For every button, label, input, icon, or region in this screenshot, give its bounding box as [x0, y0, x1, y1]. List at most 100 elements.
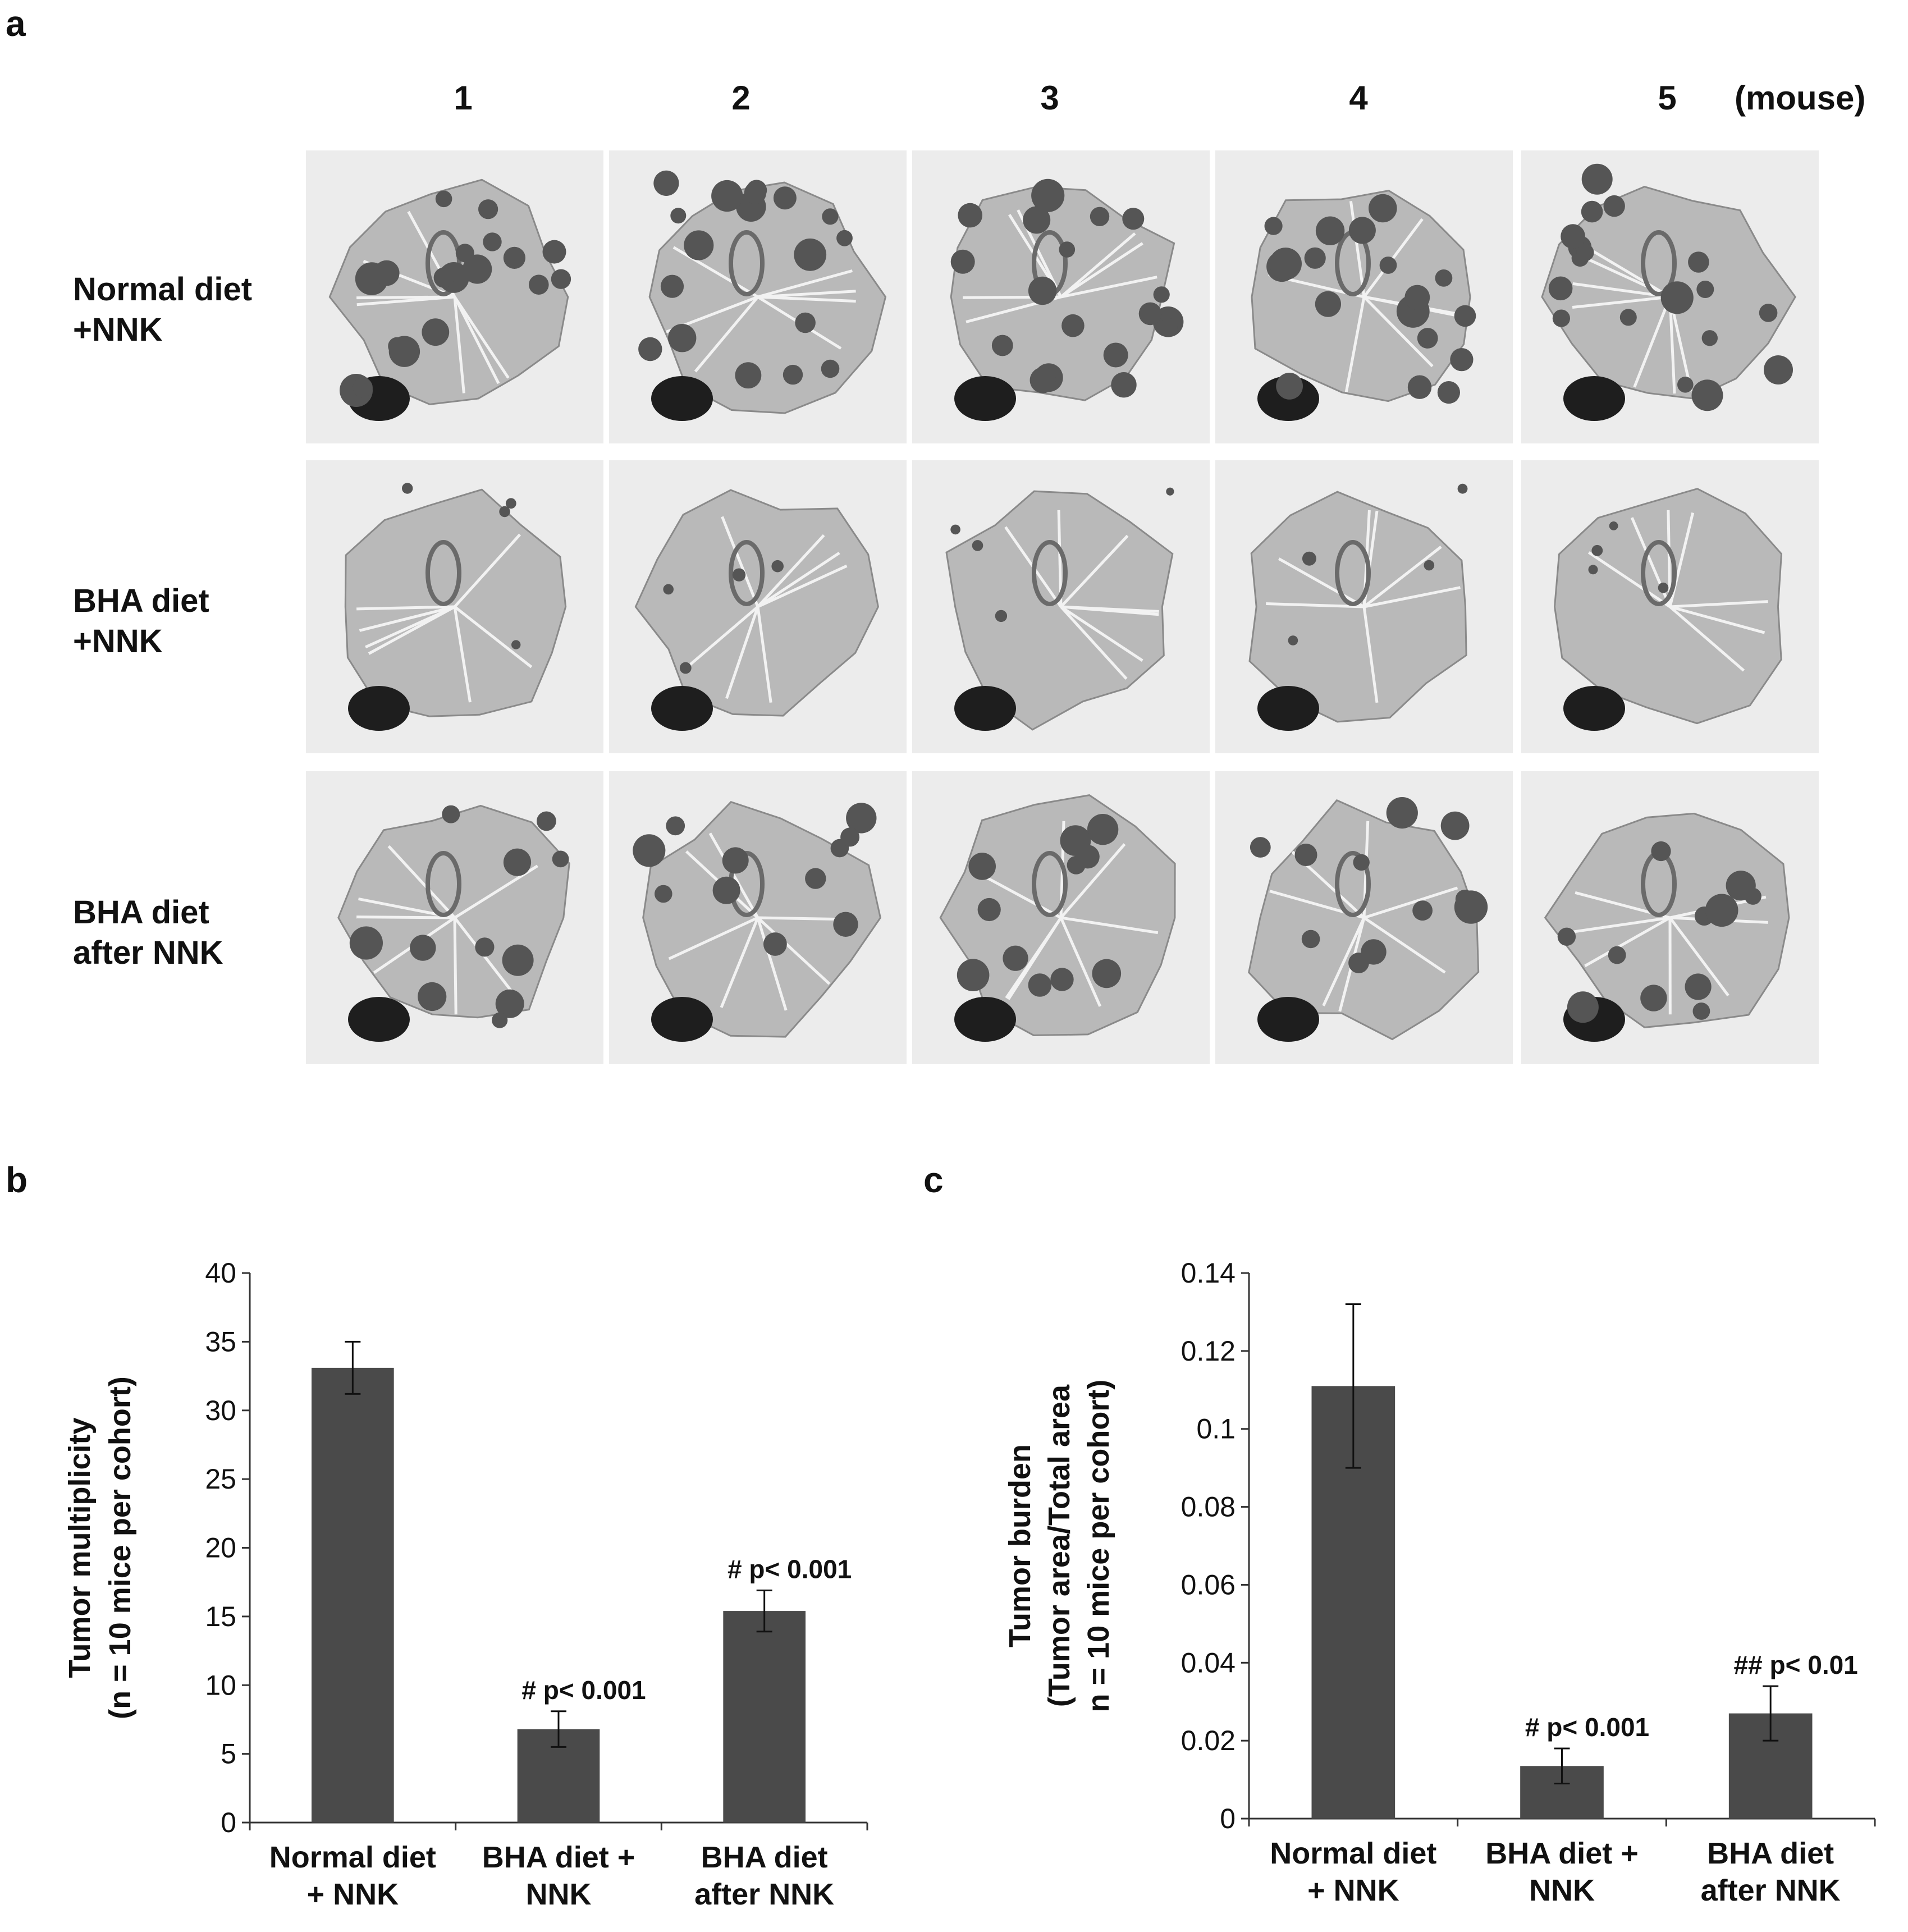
- row-label-line: BHA diet: [73, 583, 209, 619]
- y-tick-label: 25: [205, 1463, 236, 1495]
- airway-branch: [757, 534, 825, 608]
- airway-branch: [1580, 254, 1671, 299]
- tumor-nodule: [1759, 304, 1778, 322]
- tumor-nodule: [1059, 241, 1076, 258]
- y-tick-label: 0.08: [1181, 1491, 1236, 1523]
- tumor-nodule: [795, 312, 816, 333]
- tumor-nodule: [1591, 544, 1603, 556]
- tumor-nodule: [1030, 367, 1056, 393]
- significance-label: ## p< 0.01: [1734, 1650, 1858, 1679]
- tumor-nodule: [1294, 844, 1317, 866]
- airway-branch: [1344, 296, 1366, 392]
- bronchus: [1032, 540, 1068, 606]
- tumor-nodule: [1640, 985, 1667, 1011]
- tumor-nodule: [1567, 991, 1599, 1023]
- airway-branch: [1363, 586, 1461, 608]
- tumor-multiplicity-chart: 0 5 10 15 20 25 30 35 40 Normal diet + NNK # p< 0.0…: [63, 1257, 868, 1911]
- tumor-nodule: [483, 232, 502, 251]
- tumor-nodule: [1417, 328, 1438, 349]
- tumor-nodule: [995, 610, 1008, 622]
- airway-branch: [1584, 916, 1671, 968]
- airway-branch: [1060, 606, 1128, 680]
- tumor-nodule: [492, 1012, 508, 1028]
- x-category-label: after NNK: [1701, 1874, 1841, 1907]
- tumor-nodule: [1688, 251, 1709, 273]
- tumor-nodule: [1076, 845, 1100, 869]
- tumor-nodule: [1301, 930, 1320, 949]
- x-category-label: + NNK: [1307, 1874, 1399, 1907]
- lung-tissue: [945, 490, 1174, 731]
- airway-branch: [757, 564, 848, 608]
- dark-tissue: [1257, 997, 1319, 1042]
- tumor-nodule: [1660, 281, 1694, 314]
- tumor-nodule: [773, 186, 797, 210]
- airway-branch: [1633, 296, 1672, 388]
- tumor-nodule: [1348, 953, 1369, 973]
- airway-branch: [694, 296, 759, 373]
- x-category-label: after NNK: [694, 1878, 834, 1911]
- tumor-nodule: [1677, 377, 1694, 393]
- dark-tissue: [651, 686, 713, 731]
- tumor-nodule: [1454, 890, 1488, 924]
- tumor-nodule: [732, 568, 746, 582]
- tumor-nodule: [505, 498, 516, 509]
- airway-branch: [725, 606, 759, 699]
- x-category-label: Normal diet: [269, 1841, 436, 1874]
- tumor-nodule: [712, 876, 740, 904]
- dark-tissue: [651, 376, 713, 421]
- airway-branch: [1669, 605, 1765, 634]
- row-label-bha-diet-nnk: BHA diet +NNK: [73, 581, 209, 662]
- tumor-nodule: [653, 170, 679, 196]
- airway-branch: [757, 917, 831, 985]
- tumor-nodule: [502, 944, 534, 976]
- y-tick-label: 0: [1220, 1803, 1236, 1834]
- y-axis-label: (Tumor area/Total area: [1042, 1384, 1076, 1707]
- airway-branch: [668, 916, 759, 960]
- tumor-nodule: [1701, 330, 1718, 346]
- tumor-nodule: [511, 640, 521, 649]
- tumor-nodule: [1092, 959, 1122, 988]
- tumor-nodule: [1153, 286, 1170, 303]
- tumor-nodule: [977, 898, 1001, 922]
- panel-a-letter: a: [6, 3, 26, 44]
- tumor-nodule: [1557, 927, 1576, 946]
- y-tick-label: 15: [205, 1601, 236, 1632]
- tumor-nodule: [1269, 248, 1302, 280]
- panel-c-letter: c: [923, 1160, 944, 1200]
- airway-branch: [683, 606, 759, 671]
- y-tick-label: 0.02: [1181, 1725, 1236, 1756]
- tumor-nodule: [1090, 207, 1110, 226]
- tumor-nodule: [840, 827, 860, 847]
- airway-branch: [1572, 916, 1671, 933]
- tumor-nodule: [633, 834, 666, 867]
- lung-section-image: [912, 150, 1210, 443]
- airway-branch: [454, 606, 533, 669]
- airway-branch: [368, 605, 456, 655]
- dark-tissue: [1257, 686, 1319, 731]
- lung-section-image: [306, 771, 603, 1064]
- tumor-nodule: [1619, 309, 1637, 326]
- bronchus: [1335, 540, 1371, 606]
- lung-section-image: [1215, 460, 1513, 753]
- tumor-nodule: [478, 199, 498, 219]
- tumor-nodule: [1023, 206, 1051, 234]
- row-label-line: +NNK: [73, 312, 163, 348]
- tumor-nodule: [991, 335, 1013, 356]
- tumor-nodule: [374, 260, 400, 286]
- airway-branch: [720, 917, 759, 1008]
- tumor-nodule: [735, 362, 762, 389]
- lung-section-image: [1521, 460, 1819, 753]
- tumor-nodule: [663, 584, 674, 595]
- airway-branch: [1278, 557, 1365, 608]
- airway-branch: [672, 246, 759, 299]
- tumor-nodule: [529, 274, 549, 295]
- y-axis-label: Tumor multiplicity: [63, 1417, 97, 1678]
- airway-branch: [1585, 245, 1671, 299]
- airway-branch: [1060, 605, 1159, 613]
- tumor-nodule: [1288, 635, 1298, 645]
- tumor-nodule: [679, 662, 692, 674]
- tumor-nodule: [1353, 854, 1370, 871]
- tumor-nodule: [638, 337, 662, 361]
- tumor-nodule: [771, 560, 784, 573]
- tumor-nodule: [846, 803, 877, 834]
